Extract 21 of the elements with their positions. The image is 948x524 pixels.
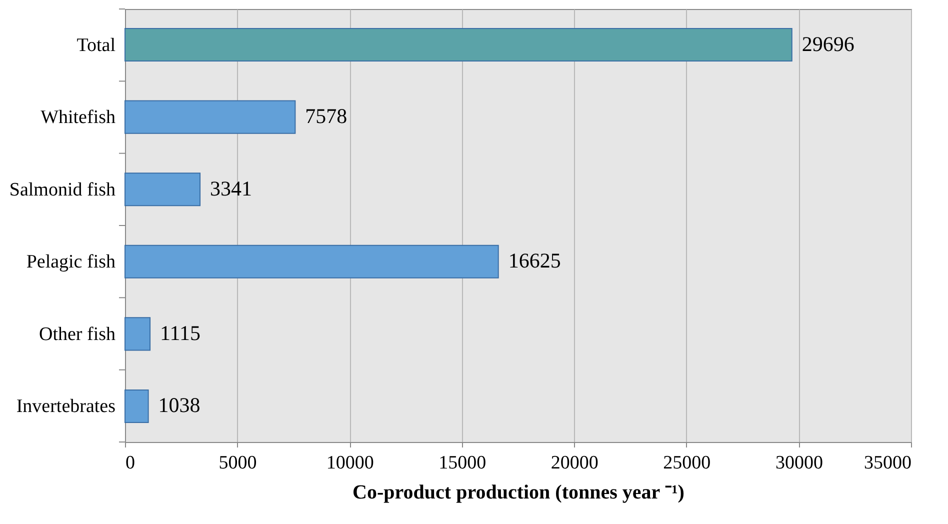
data-label: 7578 — [305, 104, 348, 128]
data-label: 29696 — [802, 32, 854, 56]
y-tick-label: Other fish — [38, 324, 116, 345]
data-label: 16625 — [508, 248, 561, 273]
data-label: 1115 — [160, 320, 200, 345]
data-label: 1038 — [158, 393, 200, 418]
y-tick-label: Invertebrates — [16, 396, 116, 418]
x-tick-label: 15000 — [438, 452, 486, 474]
data-label: 3341 — [210, 176, 252, 200]
x-tick-label: 30000 — [775, 452, 823, 474]
x-tick-label: 10000 — [326, 452, 374, 474]
y-tick-label: Whitefish — [40, 107, 116, 128]
y-tick-label: Total — [76, 34, 116, 56]
x-tick-label: 0 — [126, 452, 135, 474]
x-tick-label: 25000 — [663, 452, 711, 474]
y-tick-label: Salmonid fish — [9, 179, 116, 200]
x-axis-title: Co-product production (tonnes year ⁻¹) — [352, 482, 684, 504]
x-tick-label: 20000 — [550, 452, 598, 474]
x-tick-label: 5000 — [218, 452, 257, 474]
y-tick-label: Pelagic fish — [26, 252, 116, 273]
x-tick-label: 35000 — [864, 452, 912, 474]
